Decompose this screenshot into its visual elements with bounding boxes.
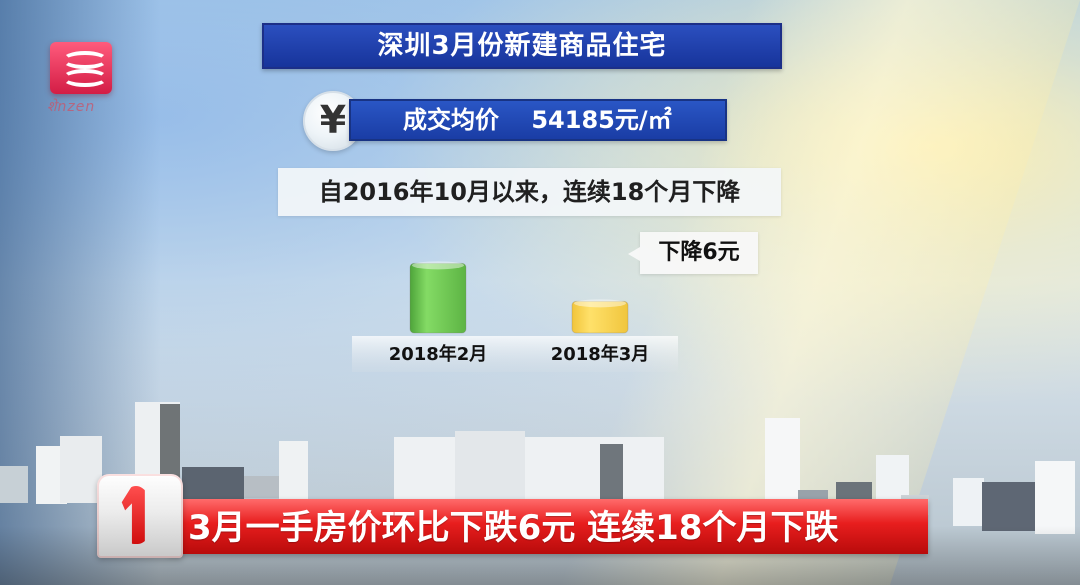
chart-category-label: 2018年3月: [550, 344, 650, 365]
chart-category-label: 2018年2月: [388, 344, 488, 365]
change-callout: 下降6元: [628, 232, 758, 274]
ticker-number-badge: [97, 474, 183, 558]
chart-base-band: [352, 336, 678, 372]
news-ticker: 3月一手房价环比下跌6元 连续18个月下跌: [0, 474, 1080, 585]
city-building: [60, 436, 102, 503]
average-price-panel: 成交均价 54185元/㎡: [349, 99, 727, 141]
city-building: [244, 476, 279, 498]
trend-summary: 自2016年10月以来，连续18个月下降: [278, 168, 781, 216]
city-building: [182, 467, 244, 502]
city-building: [0, 466, 28, 503]
average-price-value: 54185元/㎡: [531, 106, 672, 134]
ticker-text: 3月一手房价环比下跌6元 连续18个月下跌: [188, 508, 839, 548]
chart-bar: [571, 300, 629, 334]
logo-caption: शेnzen: [47, 99, 96, 115]
city-building: [836, 482, 872, 503]
average-price-label: 成交均价: [403, 106, 499, 134]
ticker-banner: [168, 499, 928, 554]
headline-title: 深圳3月份新建商品住宅: [262, 23, 782, 69]
chart-bar-cap: [574, 299, 626, 308]
chart-bar: [409, 262, 467, 334]
city-building: [953, 478, 984, 526]
chart-bar-cap: [412, 261, 464, 270]
city-building: [982, 482, 1040, 531]
city-building: [1035, 461, 1075, 534]
city-building: [455, 431, 525, 503]
tv-station-logo: [50, 42, 112, 94]
city-building: [600, 444, 623, 502]
city-building: [279, 441, 308, 499]
city-building: [765, 418, 800, 504]
